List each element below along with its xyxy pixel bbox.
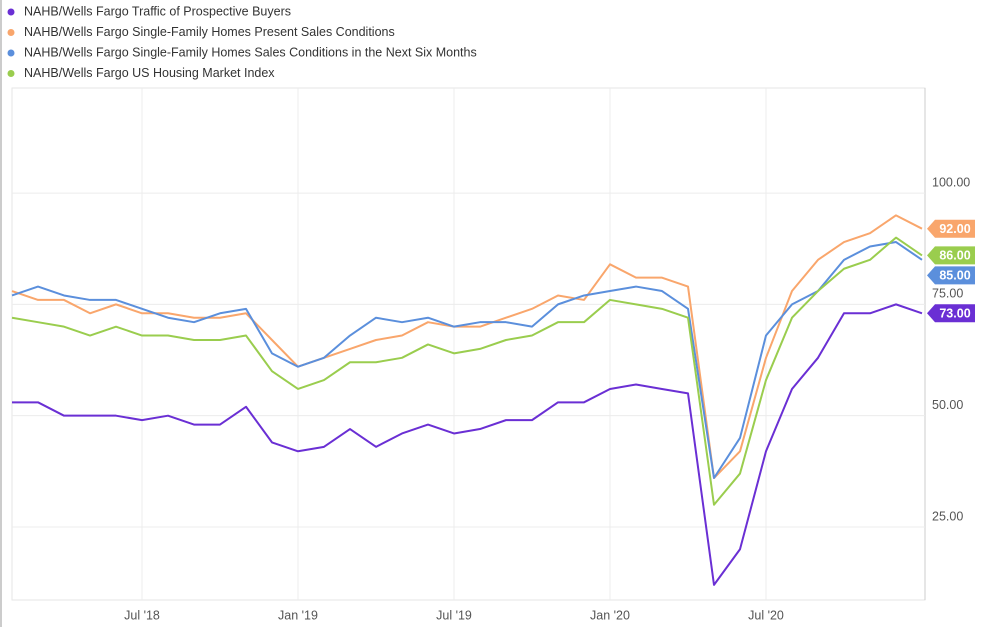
x-tick-label: Jan '19 <box>278 608 318 622</box>
y-tick-label: 100.00 <box>932 175 970 189</box>
legend-label: NAHB/Wells Fargo Traffic of Prospective … <box>24 4 291 18</box>
legend-label: NAHB/Wells Fargo Single-Family Homes Sal… <box>24 45 477 59</box>
plot-area <box>11 87 926 601</box>
end-value-tag: 86.00 <box>927 246 975 265</box>
legend-marker <box>7 29 15 36</box>
y-tick-label: 75.00 <box>932 287 963 301</box>
end-value-tag: 85.00 <box>927 266 975 285</box>
tag-shape <box>927 266 975 285</box>
tag-shape <box>927 246 975 265</box>
legend-marker <box>7 70 15 77</box>
y-tick-label: 50.00 <box>932 398 963 412</box>
x-tick-label: Jan '20 <box>590 608 630 622</box>
end-value-tag: 92.00 <box>927 219 975 238</box>
tag-label: 86.00 <box>939 249 970 263</box>
series-line <box>11 241 923 480</box>
end-value-tag: 73.00 <box>927 304 975 323</box>
y-tick-label: 25.00 <box>932 509 963 523</box>
legend-label: NAHB/Wells Fargo Single-Family Homes Pre… <box>24 25 395 39</box>
tag-shape <box>927 304 975 323</box>
tag-label: 73.00 <box>939 307 970 321</box>
series-line <box>11 214 923 480</box>
tag-label: 85.00 <box>939 269 970 283</box>
series-line <box>12 303 923 586</box>
legend-marker <box>7 8 15 16</box>
series-line <box>11 236 923 506</box>
legend-label: NAHB/Wells Fargo US Housing Market Index <box>24 66 275 80</box>
tag-shape <box>927 219 975 238</box>
x-tick-label: Jul '18 <box>124 608 160 622</box>
tag-label: 92.00 <box>939 222 970 236</box>
x-tick-label: Jul '19 <box>436 608 472 622</box>
x-tick-label: Jul '20 <box>748 608 784 622</box>
legend-marker <box>7 49 15 57</box>
